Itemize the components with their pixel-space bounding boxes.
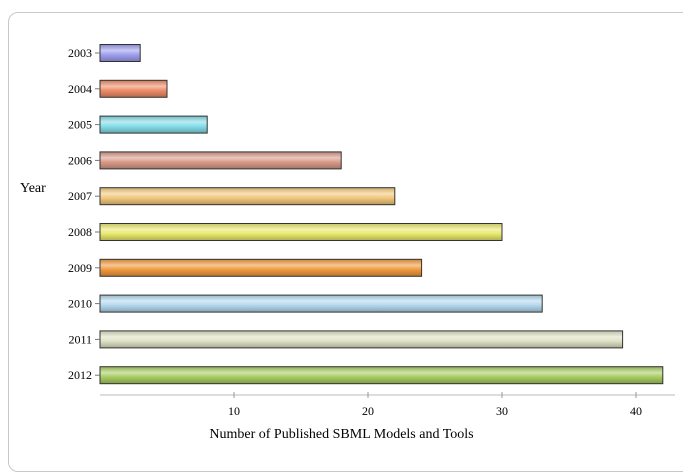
x-tick-label-20: 20 xyxy=(362,404,374,418)
bar-2010 xyxy=(99,294,543,313)
x-axis-label: Number of Published SBML Models and Tool… xyxy=(209,427,474,442)
bar-2012 xyxy=(99,366,664,385)
bar-2003 xyxy=(99,44,141,62)
bar-2004 xyxy=(99,79,168,98)
bars-group xyxy=(99,44,664,385)
y-tick-labels: 2003 2004 2005 2006 2007 2008 2009 2010 2011 2012 xyxy=(68,46,100,382)
x-ticks: 10 20 30 40 xyxy=(228,392,642,418)
y-tick-label-2012: 2012 xyxy=(68,368,92,382)
x-tick-label-40: 40 xyxy=(630,404,642,418)
bar-2011 xyxy=(99,330,624,349)
x-tick-label-30: 30 xyxy=(496,404,508,418)
y-tick-label-2010: 2010 xyxy=(68,297,92,311)
y-tick-label-2006: 2006 xyxy=(68,153,92,167)
bar-2005 xyxy=(99,115,208,134)
bar-2006 xyxy=(99,151,342,170)
y-tick-label-2008: 2008 xyxy=(68,225,92,239)
bar-2007 xyxy=(99,187,396,206)
y-tick-label-2009: 2009 xyxy=(68,261,92,275)
y-tick-label-2003: 2003 xyxy=(68,46,92,60)
bar-2008 xyxy=(99,223,503,241)
bar-chart: 2003200420052006200720082009201020112012… xyxy=(68,44,675,418)
y-axis-label: Year xyxy=(20,181,46,196)
y-tick-label-2005: 2005 xyxy=(68,118,92,132)
y-tick-label-2007: 2007 xyxy=(68,189,92,203)
y-tick-label-2004: 2004 xyxy=(68,82,92,96)
bar-2009 xyxy=(99,258,423,277)
x-tick-label-10: 10 xyxy=(228,404,240,418)
y-tick-label-2011: 2011 xyxy=(68,332,92,346)
